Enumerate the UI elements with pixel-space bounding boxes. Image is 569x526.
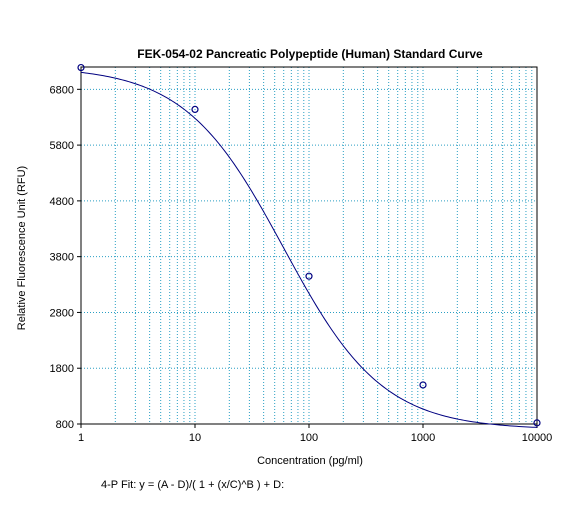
data-point <box>533 419 541 427</box>
x-tick-label: 100 <box>300 432 318 444</box>
x-axis-label: Concentration (pg/ml) <box>257 455 363 467</box>
data-point <box>419 381 427 389</box>
y-tick-label: 5800 <box>50 140 74 152</box>
x-axis-ticks: 1 10 100 1000 10000 <box>78 424 552 444</box>
data-point <box>191 105 199 113</box>
x-tick-label: 10000 <box>522 432 553 444</box>
chart-title: FEK-054-02 Pancreatic Polypeptide (Human… <box>137 47 483 61</box>
data-point <box>77 63 85 72</box>
fit-curve <box>80 71 538 428</box>
y-tick-label: 800 <box>56 419 74 431</box>
x-tick-label: 1000 <box>411 432 435 444</box>
grid-lines <box>81 67 537 424</box>
fit-equation-note: 4-P Fit: y = (A - D)/( 1 + (x/C)^B ) + D… <box>101 479 285 491</box>
y-tick-label: 6800 <box>50 84 74 96</box>
y-tick-label: 1800 <box>50 363 74 375</box>
data-points <box>77 63 541 427</box>
data-point <box>305 272 313 280</box>
y-axis-label: Relative Fluorescence Unit (RFU) <box>16 166 28 330</box>
y-tick-label: 2800 <box>50 307 74 319</box>
x-tick-label: 1 <box>78 432 84 444</box>
y-tick-label: 4800 <box>50 196 74 208</box>
x-tick-label: 10 <box>189 432 201 444</box>
y-tick-label: 3800 <box>50 252 74 264</box>
y-axis-ticks: 800 1800 2800 3800 4800 5800 6800 <box>50 84 81 431</box>
